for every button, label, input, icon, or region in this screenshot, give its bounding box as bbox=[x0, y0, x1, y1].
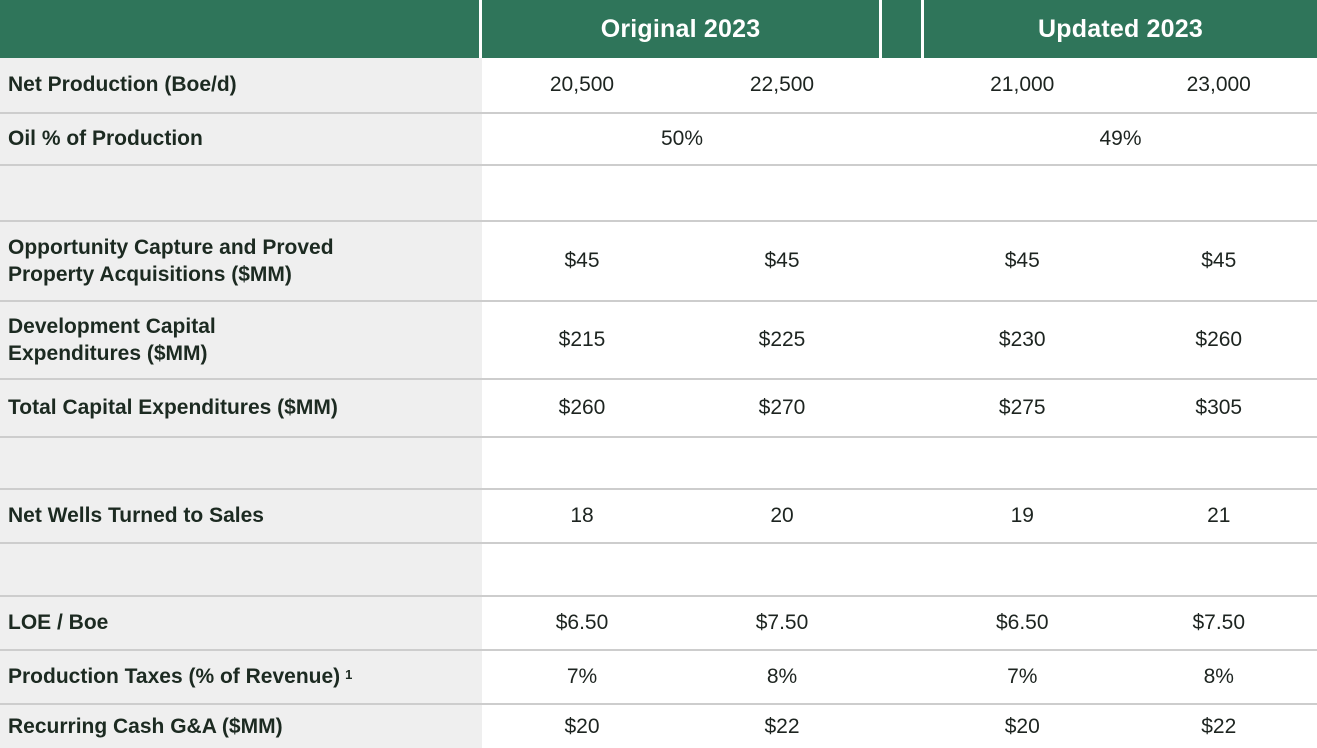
value-cell-span-original: 50% bbox=[482, 114, 882, 164]
row-label: Total Capital Expenditures ($MM) bbox=[0, 380, 482, 436]
value-cell: $7.50 bbox=[1120, 597, 1317, 649]
column-header-original-2023: Original 2023 bbox=[482, 0, 882, 58]
row-label: Opportunity Capture and Proved Property … bbox=[0, 222, 482, 300]
header-spacer-cell bbox=[0, 0, 482, 58]
value-cell: $225 bbox=[682, 302, 882, 378]
row-label-text: Production Taxes (% of Revenue) bbox=[8, 665, 341, 689]
value-cell: $275 bbox=[924, 380, 1121, 436]
value-cell: $260 bbox=[1120, 302, 1317, 378]
header-gap-cell bbox=[882, 0, 924, 58]
table-row-loe-boe: LOE / Boe $6.50 $7.50 $6.50 $7.50 bbox=[0, 597, 1317, 651]
table-row-opportunity-capture: Opportunity Capture and Proved Property … bbox=[0, 222, 1317, 302]
row-label: Net Production (Boe/d) bbox=[0, 58, 482, 112]
value-cell: $230 bbox=[924, 302, 1121, 378]
table-row-production-taxes: Production Taxes (% of Revenue) 1 7% 8% 7… bbox=[0, 651, 1317, 705]
value-cell: 20 bbox=[682, 490, 882, 542]
value-cell: 7% bbox=[482, 651, 682, 703]
value-cell: $270 bbox=[682, 380, 882, 436]
value-cell: 7% bbox=[924, 651, 1121, 703]
value-cell: 23,000 bbox=[1120, 58, 1317, 112]
table-row-oil-percent: Oil % of Production 50% 49% bbox=[0, 114, 1317, 166]
value-cell-span-updated: 49% bbox=[924, 114, 1317, 164]
table-row-spacer bbox=[0, 166, 1317, 222]
value-cell: $45 bbox=[682, 222, 882, 300]
table-header-row: Original 2023 Updated 2023 bbox=[0, 0, 1317, 58]
value-cell: $6.50 bbox=[482, 597, 682, 649]
table-row-spacer bbox=[0, 544, 1317, 597]
row-label-empty bbox=[0, 166, 482, 220]
value-cell: 22,500 bbox=[682, 58, 882, 112]
row-label: Production Taxes (% of Revenue) 1 bbox=[0, 651, 482, 703]
value-cell: $45 bbox=[924, 222, 1121, 300]
value-cell: 19 bbox=[924, 490, 1121, 542]
table-row-total-capex: Total Capital Expenditures ($MM) $260 $2… bbox=[0, 380, 1317, 438]
table-row-spacer bbox=[0, 438, 1317, 490]
value-cell: 8% bbox=[682, 651, 882, 703]
column-header-updated-2023: Updated 2023 bbox=[924, 0, 1317, 58]
value-cell: $260 bbox=[482, 380, 682, 436]
table-row-net-production: Net Production (Boe/d) 20,500 22,500 21,… bbox=[0, 58, 1317, 114]
footnote-marker: 1 bbox=[345, 666, 353, 682]
row-label-empty bbox=[0, 544, 482, 595]
value-cell: 20,500 bbox=[482, 58, 682, 112]
row-label: Development Capital Expenditures ($MM) bbox=[0, 302, 482, 378]
value-cell: $20 bbox=[482, 705, 682, 748]
row-label: LOE / Boe bbox=[0, 597, 482, 649]
row-label: Recurring Cash G&A ($MM) bbox=[0, 705, 482, 748]
value-cell: $22 bbox=[682, 705, 882, 748]
row-label: Net Wells Turned to Sales bbox=[0, 490, 482, 542]
value-cell: $45 bbox=[1120, 222, 1317, 300]
value-cell: 18 bbox=[482, 490, 682, 542]
value-cell: $20 bbox=[924, 705, 1121, 748]
value-cell: $7.50 bbox=[682, 597, 882, 649]
value-cell: $45 bbox=[482, 222, 682, 300]
table-row-recurring-ga: Recurring Cash G&A ($MM) $20 $22 $20 $22 bbox=[0, 705, 1317, 748]
value-cell: $6.50 bbox=[924, 597, 1121, 649]
value-cell: $305 bbox=[1120, 380, 1317, 436]
table-row-development-capex: Development Capital Expenditures ($MM) $… bbox=[0, 302, 1317, 380]
value-cell: $215 bbox=[482, 302, 682, 378]
row-label: Oil % of Production bbox=[0, 114, 482, 164]
table-row-net-wells: Net Wells Turned to Sales 18 20 19 21 bbox=[0, 490, 1317, 544]
value-cell: 21 bbox=[1120, 490, 1317, 542]
row-label-empty bbox=[0, 438, 482, 488]
value-cell: $22 bbox=[1120, 705, 1317, 748]
value-cell: 8% bbox=[1120, 651, 1317, 703]
value-cell: 21,000 bbox=[924, 58, 1121, 112]
